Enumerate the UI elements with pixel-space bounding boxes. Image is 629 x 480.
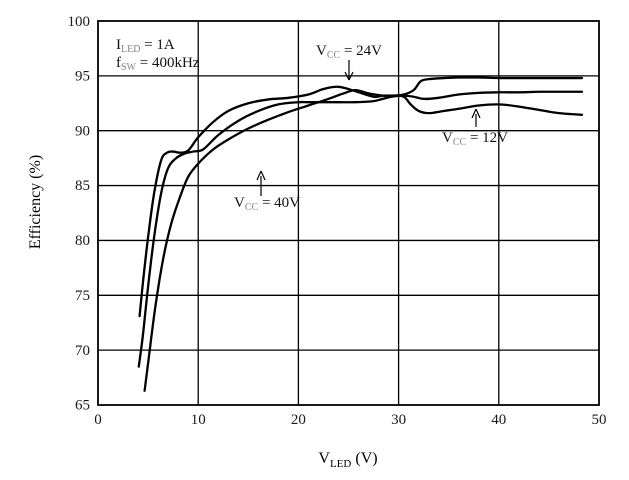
svg-text:65: 65 xyxy=(75,398,90,414)
svg-text:20: 20 xyxy=(291,412,306,428)
svg-text:30: 30 xyxy=(391,412,406,428)
svg-text:75: 75 xyxy=(75,288,90,304)
svg-text:85: 85 xyxy=(75,178,90,194)
svg-text:VCC = 24V: VCC = 24V xyxy=(316,43,382,61)
svg-text:ILED = 1A: ILED = 1A xyxy=(116,37,175,55)
svg-text:VCC = 40V: VCC = 40V xyxy=(234,195,300,213)
svg-text:90: 90 xyxy=(75,123,90,139)
svg-text:VLED (V): VLED (V) xyxy=(318,450,377,470)
svg-text:80: 80 xyxy=(75,233,90,249)
svg-text:10: 10 xyxy=(191,412,206,428)
svg-text:Efficiency (%): Efficiency (%) xyxy=(27,155,44,249)
svg-text:40: 40 xyxy=(491,412,506,428)
svg-text:50: 50 xyxy=(592,412,607,428)
svg-text:95: 95 xyxy=(75,69,90,85)
svg-text:0: 0 xyxy=(94,412,102,428)
svg-text:70: 70 xyxy=(75,343,90,359)
svg-text:fSW = 400kHz: fSW = 400kHz xyxy=(116,55,200,73)
svg-text:100: 100 xyxy=(68,14,91,30)
svg-text:VCC = 12V: VCC = 12V xyxy=(442,130,508,148)
